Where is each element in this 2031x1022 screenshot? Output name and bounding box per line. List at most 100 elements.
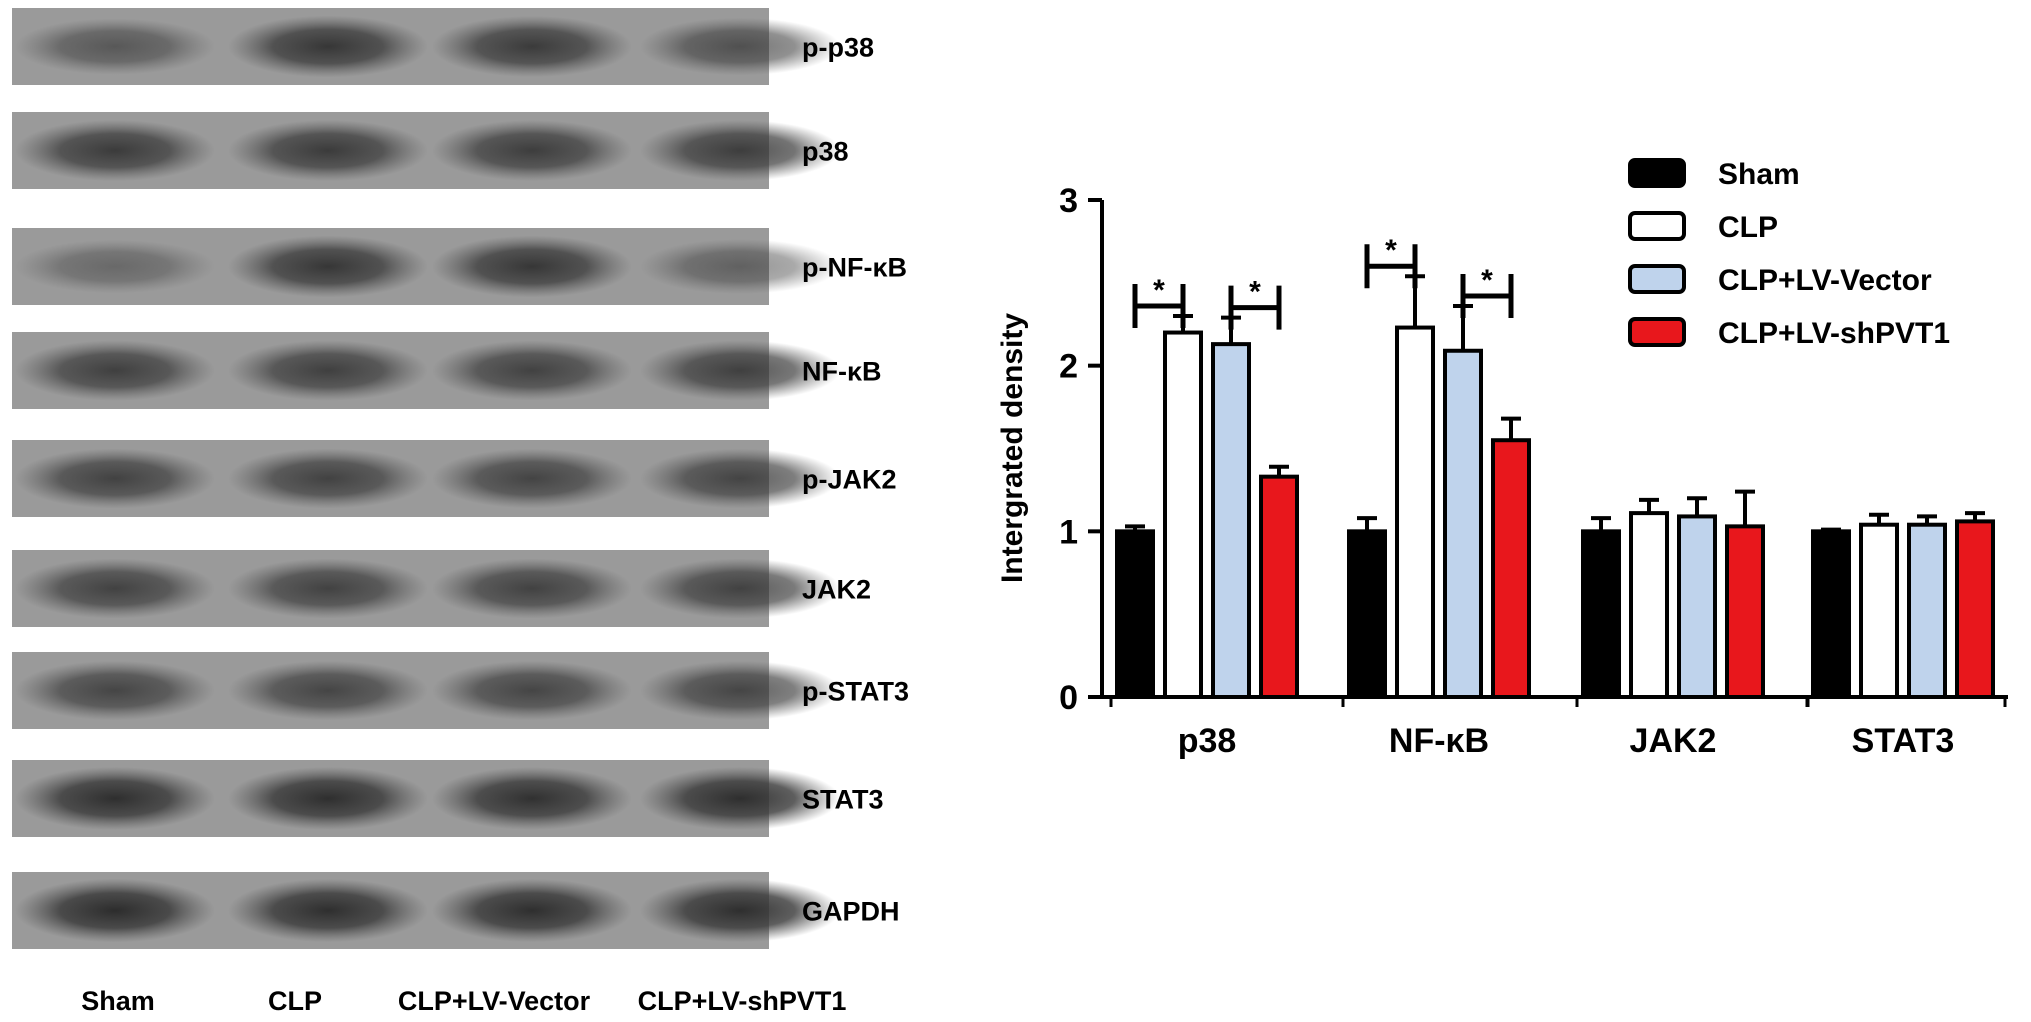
legend-item: CLP+LV-Vector: [1628, 264, 1932, 297]
bars: [1115, 274, 1995, 700]
blot-band: [432, 558, 632, 619]
y-tick-label: 3: [1059, 182, 1078, 220]
western-blot-panel: p-p38 p38 p-NF-κB NF-κB p-JAK2 JAK2 p-STAT3 STA…: [12, 8, 909, 1016]
blot-lane-label: CLP: [268, 986, 322, 1016]
blot-band: [15, 340, 215, 401]
blot-row-5: p-JAK2: [12, 440, 897, 517]
blot-band: [15, 119, 215, 182]
blot-row-label: p-STAT3: [802, 677, 909, 707]
blot-band: [432, 448, 632, 509]
blot-band: [640, 558, 840, 619]
blot-row-4: NF-κB: [12, 332, 882, 409]
blot-band: [640, 120, 840, 181]
blot-band: [15, 448, 215, 509]
bar: [1677, 514, 1717, 699]
blot-band: [640, 660, 840, 721]
bar: [1211, 342, 1251, 699]
blot-row-label: JAK2: [802, 575, 871, 605]
legend-item: Sham: [1628, 158, 1800, 191]
significance-star: *: [1249, 276, 1261, 309]
blot-band: [15, 558, 215, 619]
bar: [1907, 522, 1947, 699]
bar-chart-panel: p38 NF-κB JAK2 STAT3 0 1 2 3 Intergrated density…: [996, 158, 2008, 760]
legend-item: CLP: [1628, 211, 1778, 244]
bar: [1395, 325, 1435, 699]
blot-band: [15, 766, 215, 831]
legend: Sham CLP CLP+LV-Vector CLP+LV-shPVT1: [1628, 158, 1950, 350]
blot-row-label: p-p38: [802, 33, 874, 63]
blot-band: [432, 15, 632, 78]
blot-row-7: p-STAT3: [12, 652, 909, 729]
bar: [1811, 529, 1851, 699]
legend-item: CLP+LV-shPVT1: [1628, 317, 1950, 350]
blot-row-6: JAK2: [12, 550, 871, 627]
significance-star: *: [1481, 264, 1493, 297]
legend-label: Sham: [1718, 158, 1800, 191]
blot-band: [15, 239, 215, 294]
significance-star: *: [1385, 234, 1397, 267]
blot-band: [640, 448, 840, 509]
blot-lane-label: CLP+LV-Vector: [398, 986, 591, 1016]
blot-band: [228, 235, 428, 298]
blot-band: [228, 660, 428, 721]
bar: [1581, 529, 1621, 699]
blot-row-label: NF-κB: [802, 357, 882, 387]
bar: [1725, 524, 1765, 700]
blot-row-label: GAPDH: [802, 897, 900, 927]
blot-band: [228, 119, 428, 182]
blot-band: [432, 235, 632, 298]
bar: [1491, 438, 1531, 699]
blot-row-label: p38: [802, 137, 849, 167]
blot-row-label: p-JAK2: [802, 465, 897, 495]
blot-band: [15, 878, 215, 943]
legend-label: CLP: [1718, 211, 1778, 244]
legend-swatch: [1628, 158, 1686, 188]
blot-band: [228, 448, 428, 509]
blot-band: [432, 660, 632, 721]
blot-lane-label: CLP+LV-shPVT1: [638, 986, 847, 1016]
blot-band: [228, 558, 428, 619]
blot-band: [15, 18, 215, 75]
x-tick-label: STAT3: [1852, 722, 1955, 760]
blot-band: [228, 15, 428, 78]
bar: [1259, 474, 1299, 699]
legend-swatch: [1628, 317, 1686, 347]
blot-band: [228, 340, 428, 401]
blot-band: [640, 878, 840, 943]
x-tick-label: NF-κB: [1389, 722, 1489, 760]
bar: [1347, 529, 1387, 699]
x-tick-label: JAK2: [1630, 722, 1717, 760]
y-tick-label: 1: [1059, 513, 1078, 551]
legend-label: CLP+LV-shPVT1: [1718, 317, 1950, 350]
legend-label: CLP+LV-Vector: [1718, 264, 1932, 297]
blot-band: [228, 766, 428, 831]
blot-row-1: p-p38: [12, 8, 874, 85]
blot-row-label: STAT3: [802, 785, 884, 815]
blot-band: [432, 340, 632, 401]
bar: [1115, 529, 1155, 699]
legend-swatch: [1628, 264, 1686, 294]
significance-bracket: *: [1132, 274, 1186, 328]
blot-band: [640, 239, 840, 294]
blot-row-2: p38: [12, 112, 849, 189]
bar: [1955, 519, 1995, 699]
y-tick-label: 2: [1059, 348, 1078, 386]
x-tick-label: p38: [1178, 722, 1237, 760]
significance-bracket: *: [1228, 276, 1282, 330]
significance-bracket: *: [1460, 264, 1514, 319]
blot-band: [15, 660, 215, 721]
blot-band: [432, 120, 632, 181]
blot-row-label: p-NF-κB: [802, 253, 907, 283]
y-tick-label: 0: [1059, 679, 1078, 717]
blot-row-8: STAT3: [12, 760, 884, 837]
blot-lane-label: Sham: [81, 986, 155, 1016]
blot-band: [640, 17, 840, 76]
blot-band: [228, 878, 428, 943]
blot-band: [432, 878, 632, 943]
bar: [1859, 522, 1899, 699]
blot-band: [640, 340, 840, 401]
blot-band: [640, 766, 840, 831]
legend-swatch: [1628, 211, 1686, 241]
bar: [1163, 330, 1203, 699]
